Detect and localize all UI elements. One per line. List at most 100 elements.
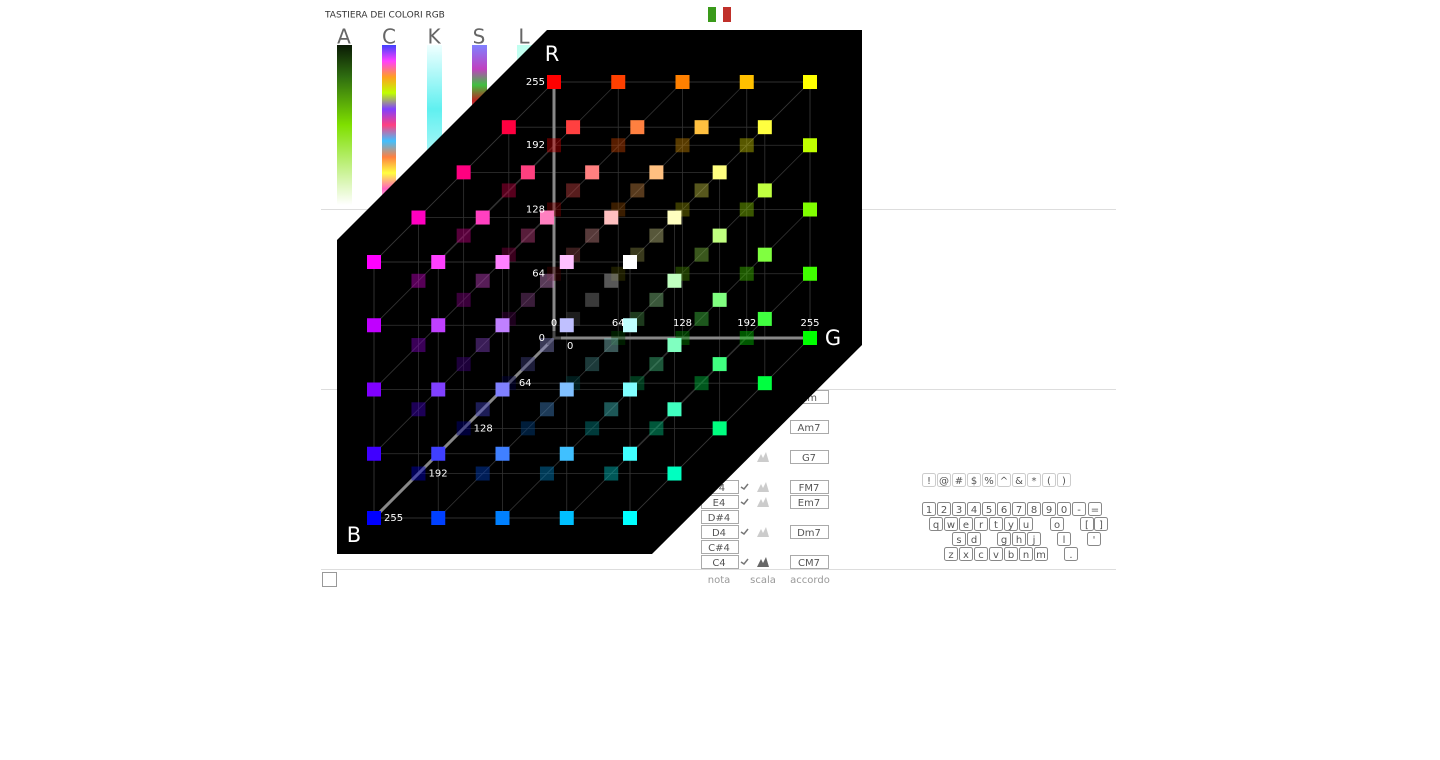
- color-cell[interactable]: [694, 183, 709, 198]
- chord-button[interactable]: [790, 480, 829, 494]
- color-cell[interactable]: [675, 75, 690, 89]
- key[interactable]: [1004, 547, 1018, 561]
- color-cell[interactable]: [475, 273, 490, 288]
- key[interactable]: [1042, 473, 1056, 487]
- color-cell[interactable]: [649, 165, 664, 180]
- key[interactable]: [1057, 473, 1071, 487]
- key[interactable]: [1088, 502, 1102, 516]
- color-cell[interactable]: [520, 228, 535, 243]
- color-cell[interactable]: [411, 466, 426, 481]
- color-cell[interactable]: [712, 165, 727, 180]
- color-cell[interactable]: [520, 292, 535, 307]
- color-cell[interactable]: [611, 75, 626, 89]
- color-cell[interactable]: [667, 273, 682, 288]
- note-button[interactable]: [701, 555, 739, 569]
- color-cell[interactable]: [667, 210, 682, 225]
- key[interactable]: [1004, 517, 1018, 531]
- color-cell[interactable]: [585, 228, 600, 243]
- key[interactable]: [952, 473, 966, 487]
- key[interactable]: [952, 532, 966, 546]
- color-cell[interactable]: [611, 331, 626, 345]
- chord-button[interactable]: [790, 450, 829, 464]
- color-cell[interactable]: [566, 183, 581, 198]
- key[interactable]: [989, 547, 1003, 561]
- color-cell[interactable]: [675, 138, 690, 153]
- color-cell[interactable]: [431, 511, 446, 525]
- key[interactable]: [1012, 502, 1026, 516]
- key[interactable]: [967, 532, 981, 546]
- color-cell[interactable]: [495, 511, 510, 525]
- color-cell[interactable]: [456, 421, 471, 436]
- note-button[interactable]: [701, 540, 739, 554]
- key[interactable]: [937, 502, 951, 516]
- color-cell[interactable]: [739, 138, 754, 153]
- color-cell[interactable]: [475, 210, 490, 225]
- color-cell[interactable]: [585, 357, 600, 372]
- key[interactable]: [974, 547, 988, 561]
- color-cell[interactable]: [456, 228, 471, 243]
- chord-button[interactable]: [790, 495, 829, 509]
- key[interactable]: [967, 473, 981, 487]
- color-cell[interactable]: [623, 446, 637, 461]
- key[interactable]: [937, 473, 951, 487]
- color-cell[interactable]: [585, 292, 600, 307]
- color-cell[interactable]: [623, 382, 637, 397]
- chord-button[interactable]: [790, 555, 829, 569]
- color-cell[interactable]: [475, 402, 490, 417]
- color-cell[interactable]: [604, 338, 619, 353]
- color-cell[interactable]: [667, 466, 682, 481]
- color-cell[interactable]: [539, 338, 554, 353]
- key[interactable]: [922, 473, 936, 487]
- color-cell[interactable]: [547, 138, 561, 153]
- color-cell[interactable]: [623, 511, 637, 525]
- key[interactable]: [997, 502, 1011, 516]
- key[interactable]: [982, 473, 996, 487]
- key[interactable]: [1080, 517, 1094, 531]
- color-cell[interactable]: [667, 338, 682, 353]
- key[interactable]: [944, 547, 958, 561]
- color-cell[interactable]: [630, 183, 645, 198]
- key[interactable]: [1057, 532, 1071, 546]
- color-cell[interactable]: [520, 421, 535, 436]
- key[interactable]: [1064, 547, 1078, 561]
- key[interactable]: [952, 502, 966, 516]
- color-cell[interactable]: [431, 446, 446, 461]
- color-cell[interactable]: [411, 402, 426, 417]
- color-cell[interactable]: [367, 511, 381, 525]
- color-cell[interactable]: [559, 511, 574, 525]
- color-cell[interactable]: [456, 165, 471, 180]
- color-cell[interactable]: [803, 202, 817, 217]
- color-cell[interactable]: [559, 255, 574, 269]
- color-cell[interactable]: [649, 292, 664, 307]
- color-cell[interactable]: [604, 210, 619, 225]
- color-cell[interactable]: [411, 338, 426, 353]
- chord-button[interactable]: [790, 420, 829, 434]
- color-cell[interactable]: [495, 382, 510, 397]
- key[interactable]: [929, 517, 943, 531]
- color-cell[interactable]: [547, 75, 561, 89]
- key[interactable]: [967, 502, 981, 516]
- key[interactable]: [1019, 547, 1033, 561]
- color-cell[interactable]: [367, 255, 381, 269]
- color-cell[interactable]: [456, 357, 471, 372]
- key[interactable]: [997, 532, 1011, 546]
- color-cell[interactable]: [611, 266, 626, 281]
- color-cell[interactable]: [757, 311, 772, 326]
- key[interactable]: [974, 517, 988, 531]
- color-cell[interactable]: [649, 228, 664, 243]
- color-cell[interactable]: [739, 266, 754, 281]
- key[interactable]: [959, 547, 973, 561]
- color-cell[interactable]: [803, 331, 817, 345]
- key[interactable]: [1034, 547, 1048, 561]
- color-cell[interactable]: [757, 247, 772, 262]
- note-button[interactable]: [701, 510, 739, 524]
- color-cell[interactable]: [539, 466, 554, 481]
- key[interactable]: [1027, 532, 1041, 546]
- color-cell[interactable]: [475, 466, 490, 481]
- key[interactable]: [982, 502, 996, 516]
- color-cell[interactable]: [803, 138, 817, 153]
- color-cell[interactable]: [431, 255, 446, 269]
- color-cell[interactable]: [604, 466, 619, 481]
- color-cell[interactable]: [757, 120, 772, 135]
- key[interactable]: [1050, 517, 1064, 531]
